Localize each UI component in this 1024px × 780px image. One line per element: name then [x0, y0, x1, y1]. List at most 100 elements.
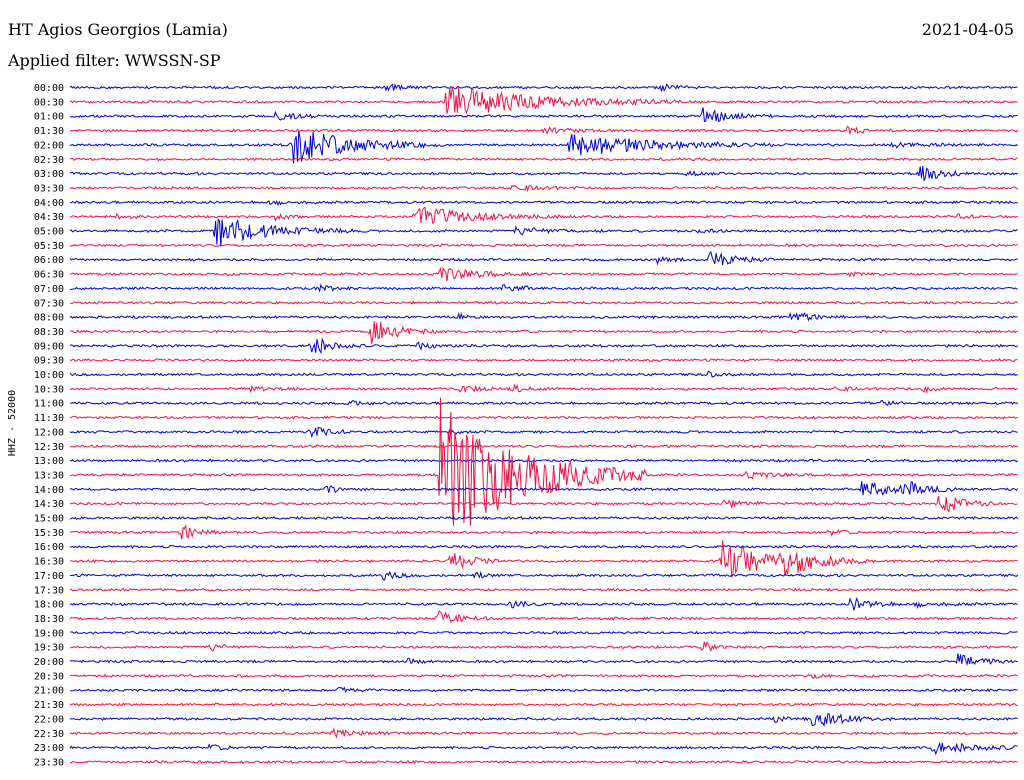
trace-row-1400 [69, 481, 1019, 496]
row-label-1100: 11:00 [34, 399, 64, 410]
trace-row-1630 [69, 539, 1018, 578]
row-label-0530: 05:30 [34, 241, 64, 252]
row-label-0500: 05:00 [34, 227, 64, 238]
row-label-2200: 22:00 [34, 714, 64, 725]
channel-label: HHZ - 52000 [7, 390, 18, 456]
trace-row-2130 [69, 702, 1018, 707]
row-label-1200: 12:00 [34, 427, 64, 438]
date-label: 2021-04-05 [921, 20, 1014, 39]
row-label-1630: 16:30 [34, 557, 64, 568]
row-label-0300: 03:00 [34, 169, 64, 180]
trace-row-1430 [69, 495, 1018, 513]
trace-row-1530 [69, 523, 1018, 540]
row-label-0430: 04:30 [34, 212, 64, 223]
trace-row-0300 [69, 166, 1018, 181]
station-title: HT Agios Georgios (Lamia) [8, 20, 228, 39]
trace-row-0200 [69, 131, 1018, 164]
trace-row-0000 [69, 83, 1018, 92]
row-label-0600: 06:00 [34, 255, 64, 266]
trace-row-1000 [69, 370, 1018, 378]
row-label-2330: 23:30 [34, 757, 64, 768]
row-label-2130: 21:30 [34, 700, 64, 711]
trace-row-0400 [70, 200, 1018, 207]
trace-row-0730 [69, 300, 1019, 305]
row-label-1000: 10:00 [34, 370, 64, 381]
row-label-1330: 13:30 [34, 470, 64, 481]
row-label-0330: 03:30 [34, 183, 64, 194]
row-label-1400: 14:00 [34, 485, 64, 496]
row-label-1030: 10:30 [34, 384, 64, 395]
trace-row-1600 [70, 544, 1018, 549]
trace-row-2330 [69, 759, 1018, 765]
row-label-0830: 08:30 [34, 327, 64, 338]
row-label-1900: 19:00 [34, 628, 64, 639]
row-label-0100: 01:00 [34, 112, 64, 123]
row-label-1300: 13:00 [34, 456, 64, 467]
row-label-0400: 04:00 [34, 198, 64, 209]
trace-row-1700 [69, 570, 1019, 581]
row-label-1830: 18:30 [34, 614, 64, 625]
row-label-0930: 09:30 [34, 356, 64, 367]
trace-row-2100 [70, 686, 1018, 694]
row-label-0730: 07:30 [34, 298, 64, 309]
trace-row-0530 [69, 243, 1018, 248]
row-label-2300: 23:00 [34, 743, 64, 754]
trace-row-2230 [69, 727, 1019, 739]
trace-row-1900 [70, 630, 1018, 636]
trace-row-2030 [69, 673, 1018, 679]
filter-label: Applied filter: WWSSN-SP [8, 51, 221, 70]
trace-row-0800 [69, 311, 1018, 322]
trace-row-0630 [69, 266, 1018, 282]
trace-row-1200 [69, 426, 1018, 439]
row-label-2000: 20:00 [34, 657, 64, 668]
row-label-1130: 11:30 [34, 413, 64, 424]
row-label-1700: 17:00 [34, 571, 64, 582]
row-label-0000: 00:00 [34, 83, 64, 94]
trace-row-1300 [69, 458, 1019, 463]
trace-row-0900 [69, 337, 1019, 355]
row-label-1730: 17:30 [34, 585, 64, 596]
trace-row-1030 [69, 383, 1018, 394]
trace-row-1330 [69, 397, 1018, 526]
trace-row-1100 [69, 400, 1019, 407]
row-label-2230: 22:30 [34, 729, 64, 740]
row-label-0130: 01:30 [34, 126, 64, 137]
row-label-0700: 07:00 [34, 284, 64, 295]
trace-row-1800 [69, 597, 1018, 611]
row-label-1600: 16:00 [34, 542, 64, 553]
row-label-0900: 09:00 [34, 341, 64, 352]
trace-row-2300 [69, 741, 1018, 756]
trace-row-0930 [69, 358, 1018, 363]
trace-row-1500 [69, 515, 1019, 521]
row-label-1800: 18:00 [34, 600, 64, 611]
row-label-0200: 02:00 [34, 140, 64, 151]
row-label-0800: 08:00 [34, 313, 64, 324]
row-time-labels: 00:00 00:30 01:00 01:30 02:00 02:30 03:00 03:30… [34, 83, 64, 768]
trace-rows [69, 83, 1019, 765]
row-label-1530: 15:30 [34, 528, 64, 539]
trace-row-1730 [69, 587, 1018, 592]
trace-row-0230 [69, 157, 1018, 162]
row-label-2100: 21:00 [34, 686, 64, 697]
trace-row-0500 [69, 218, 1018, 247]
trace-row-1130 [69, 415, 1018, 420]
trace-row-0330 [69, 184, 1018, 193]
row-label-1930: 19:30 [34, 643, 64, 654]
trace-row-0600 [69, 250, 1018, 266]
trace-row-0100 [69, 107, 1018, 123]
row-label-1430: 14:30 [34, 499, 64, 510]
trace-row-0130 [69, 125, 1019, 135]
trace-row-0700 [69, 283, 1018, 293]
trace-row-0430 [69, 206, 1018, 225]
row-label-2030: 20:30 [34, 671, 64, 682]
trace-row-0030 [69, 86, 1018, 115]
trace-row-1230 [69, 443, 1019, 449]
trace-row-2200 [69, 712, 1018, 728]
row-label-1500: 15:00 [34, 514, 64, 525]
row-label-0030: 00:30 [34, 97, 64, 108]
row-label-1230: 12:30 [34, 442, 64, 453]
trace-row-0830 [69, 321, 1018, 344]
trace-row-1830 [69, 610, 1018, 624]
